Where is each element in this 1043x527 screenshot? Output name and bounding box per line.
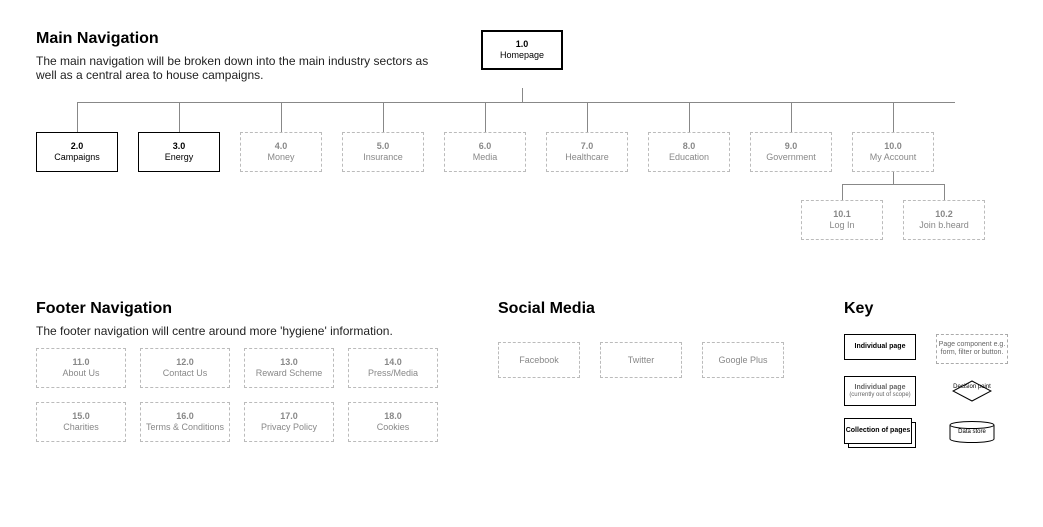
node-num: 2.0 [71,141,84,152]
node-num: 7.0 [581,141,594,152]
node-label: Media [473,152,498,163]
node-num: 10.0 [884,141,902,152]
node-label: Campaigns [54,152,100,163]
node-label: Charities [63,422,99,433]
node-label: Log In [829,220,854,231]
social-row: Facebook Twitter Google Plus [498,342,784,378]
social-section: Social Media Facebook Twitter Google Plus [498,300,784,378]
node-label: Contact Us [163,368,208,379]
key-label: Individual page [855,343,906,351]
node-label: Government [766,152,816,163]
node-num: 18.0 [384,411,402,422]
node-label: Twitter [628,355,655,366]
node-num: 5.0 [377,141,390,152]
key-label: Individual page [855,384,906,392]
key-label: Decision point [952,384,992,390]
node-num: 1.0 [516,39,529,50]
nav-node: 3.0Energy [138,132,220,172]
node-num: 10.2 [935,209,953,220]
node-label: Homepage [500,50,544,61]
key-out-of-scope: Individual page (currently out of scope) [844,376,916,406]
node-label: Terms & Conditions [146,422,224,433]
node-label: Join b.heard [919,220,969,231]
key-label: Page component e.g. form, filter or butt… [937,341,1007,356]
nav-node: 2.0Campaigns [36,132,118,172]
node-num: 9.0 [785,141,798,152]
footer-node: 11.0About Us [36,348,126,388]
node-label: Facebook [519,355,559,366]
nav-node: 5.0Insurance [342,132,424,172]
nav-sub-node: 10.1Log In [801,200,883,240]
social-heading: Social Media [498,300,784,318]
node-label: My Account [870,152,917,163]
social-node: Google Plus [702,342,784,378]
main-nav-desc: The main navigation will be broken down … [36,54,436,82]
footer-node: 14.0Press/Media [348,348,438,388]
social-node: Facebook [498,342,580,378]
key-label: Data store [948,429,996,435]
nav-node: 10.0My Account [852,132,934,172]
nav-node: 6.0Media [444,132,526,172]
key-data-store: Data store [936,418,1008,448]
node-label: About Us [62,368,99,379]
node-label: Money [267,152,294,163]
footer-nav-desc: The footer navigation will centre around… [36,324,436,338]
node-num: 16.0 [176,411,194,422]
node-homepage: 1.0 Homepage [481,30,563,70]
node-num: 12.0 [176,357,194,368]
nav-sub-node: 10.2Join b.heard [903,200,985,240]
account-sub-row: 10.1Log In 10.2Join b.heard [801,200,1007,240]
node-label: Reward Scheme [256,368,323,379]
node-label: Privacy Policy [261,422,317,433]
footer-node: 16.0Terms & Conditions [140,402,230,442]
node-num: 4.0 [275,141,288,152]
footer-nav-section: Footer Navigation The footer navigation … [36,300,438,442]
node-num: 17.0 [280,411,298,422]
node-num: 3.0 [173,141,186,152]
footer-node: 17.0Privacy Policy [244,402,334,442]
node-label: Cookies [377,422,410,433]
footer-nav-grid: 11.0About Us 12.0Contact Us 13.0Reward Sch… [36,348,438,442]
footer-node: 18.0Cookies [348,402,438,442]
footer-nav-heading: Footer Navigation [36,300,438,318]
key-label: Collection of pages [846,427,911,435]
node-label: Healthcare [565,152,609,163]
node-label: Education [669,152,709,163]
social-node: Twitter [600,342,682,378]
nav-node: 9.0Government [750,132,832,172]
nav-node: 4.0Money [240,132,322,172]
node-label: Press/Media [368,368,418,379]
nav-node: 7.0Healthcare [546,132,628,172]
footer-node: 15.0Charities [36,402,126,442]
key-decision-point: Decision point [936,376,1008,406]
key-heading: Key [844,300,1008,318]
node-num: 11.0 [72,357,89,368]
node-num: 8.0 [683,141,696,152]
node-num: 6.0 [479,141,492,152]
node-num: 15.0 [72,411,90,422]
node-num: 14.0 [384,357,402,368]
key-sub-label: (currently out of scope) [849,392,910,399]
footer-node: 13.0Reward Scheme [244,348,334,388]
footer-node: 12.0Contact Us [140,348,230,388]
main-nav-section: Main Navigation The main navigation will… [36,30,1007,240]
node-label: Google Plus [718,355,767,366]
node-num: 13.0 [280,357,298,368]
main-nav-heading: Main Navigation [36,30,481,48]
nav-node: 8.0Education [648,132,730,172]
node-label: Insurance [363,152,403,163]
key-section: Key Individual page Page component e.g. … [844,300,1008,448]
node-num: 10.1 [833,209,851,220]
key-individual-page: Individual page [844,334,916,360]
node-label: Energy [165,152,194,163]
key-collection: Collection of pages [844,418,916,448]
key-page-component: Page component e.g. form, filter or butt… [936,334,1008,364]
main-nav-row: 2.0Campaigns 3.0Energy 4.0Money 5.0Insuranc… [36,132,1007,172]
